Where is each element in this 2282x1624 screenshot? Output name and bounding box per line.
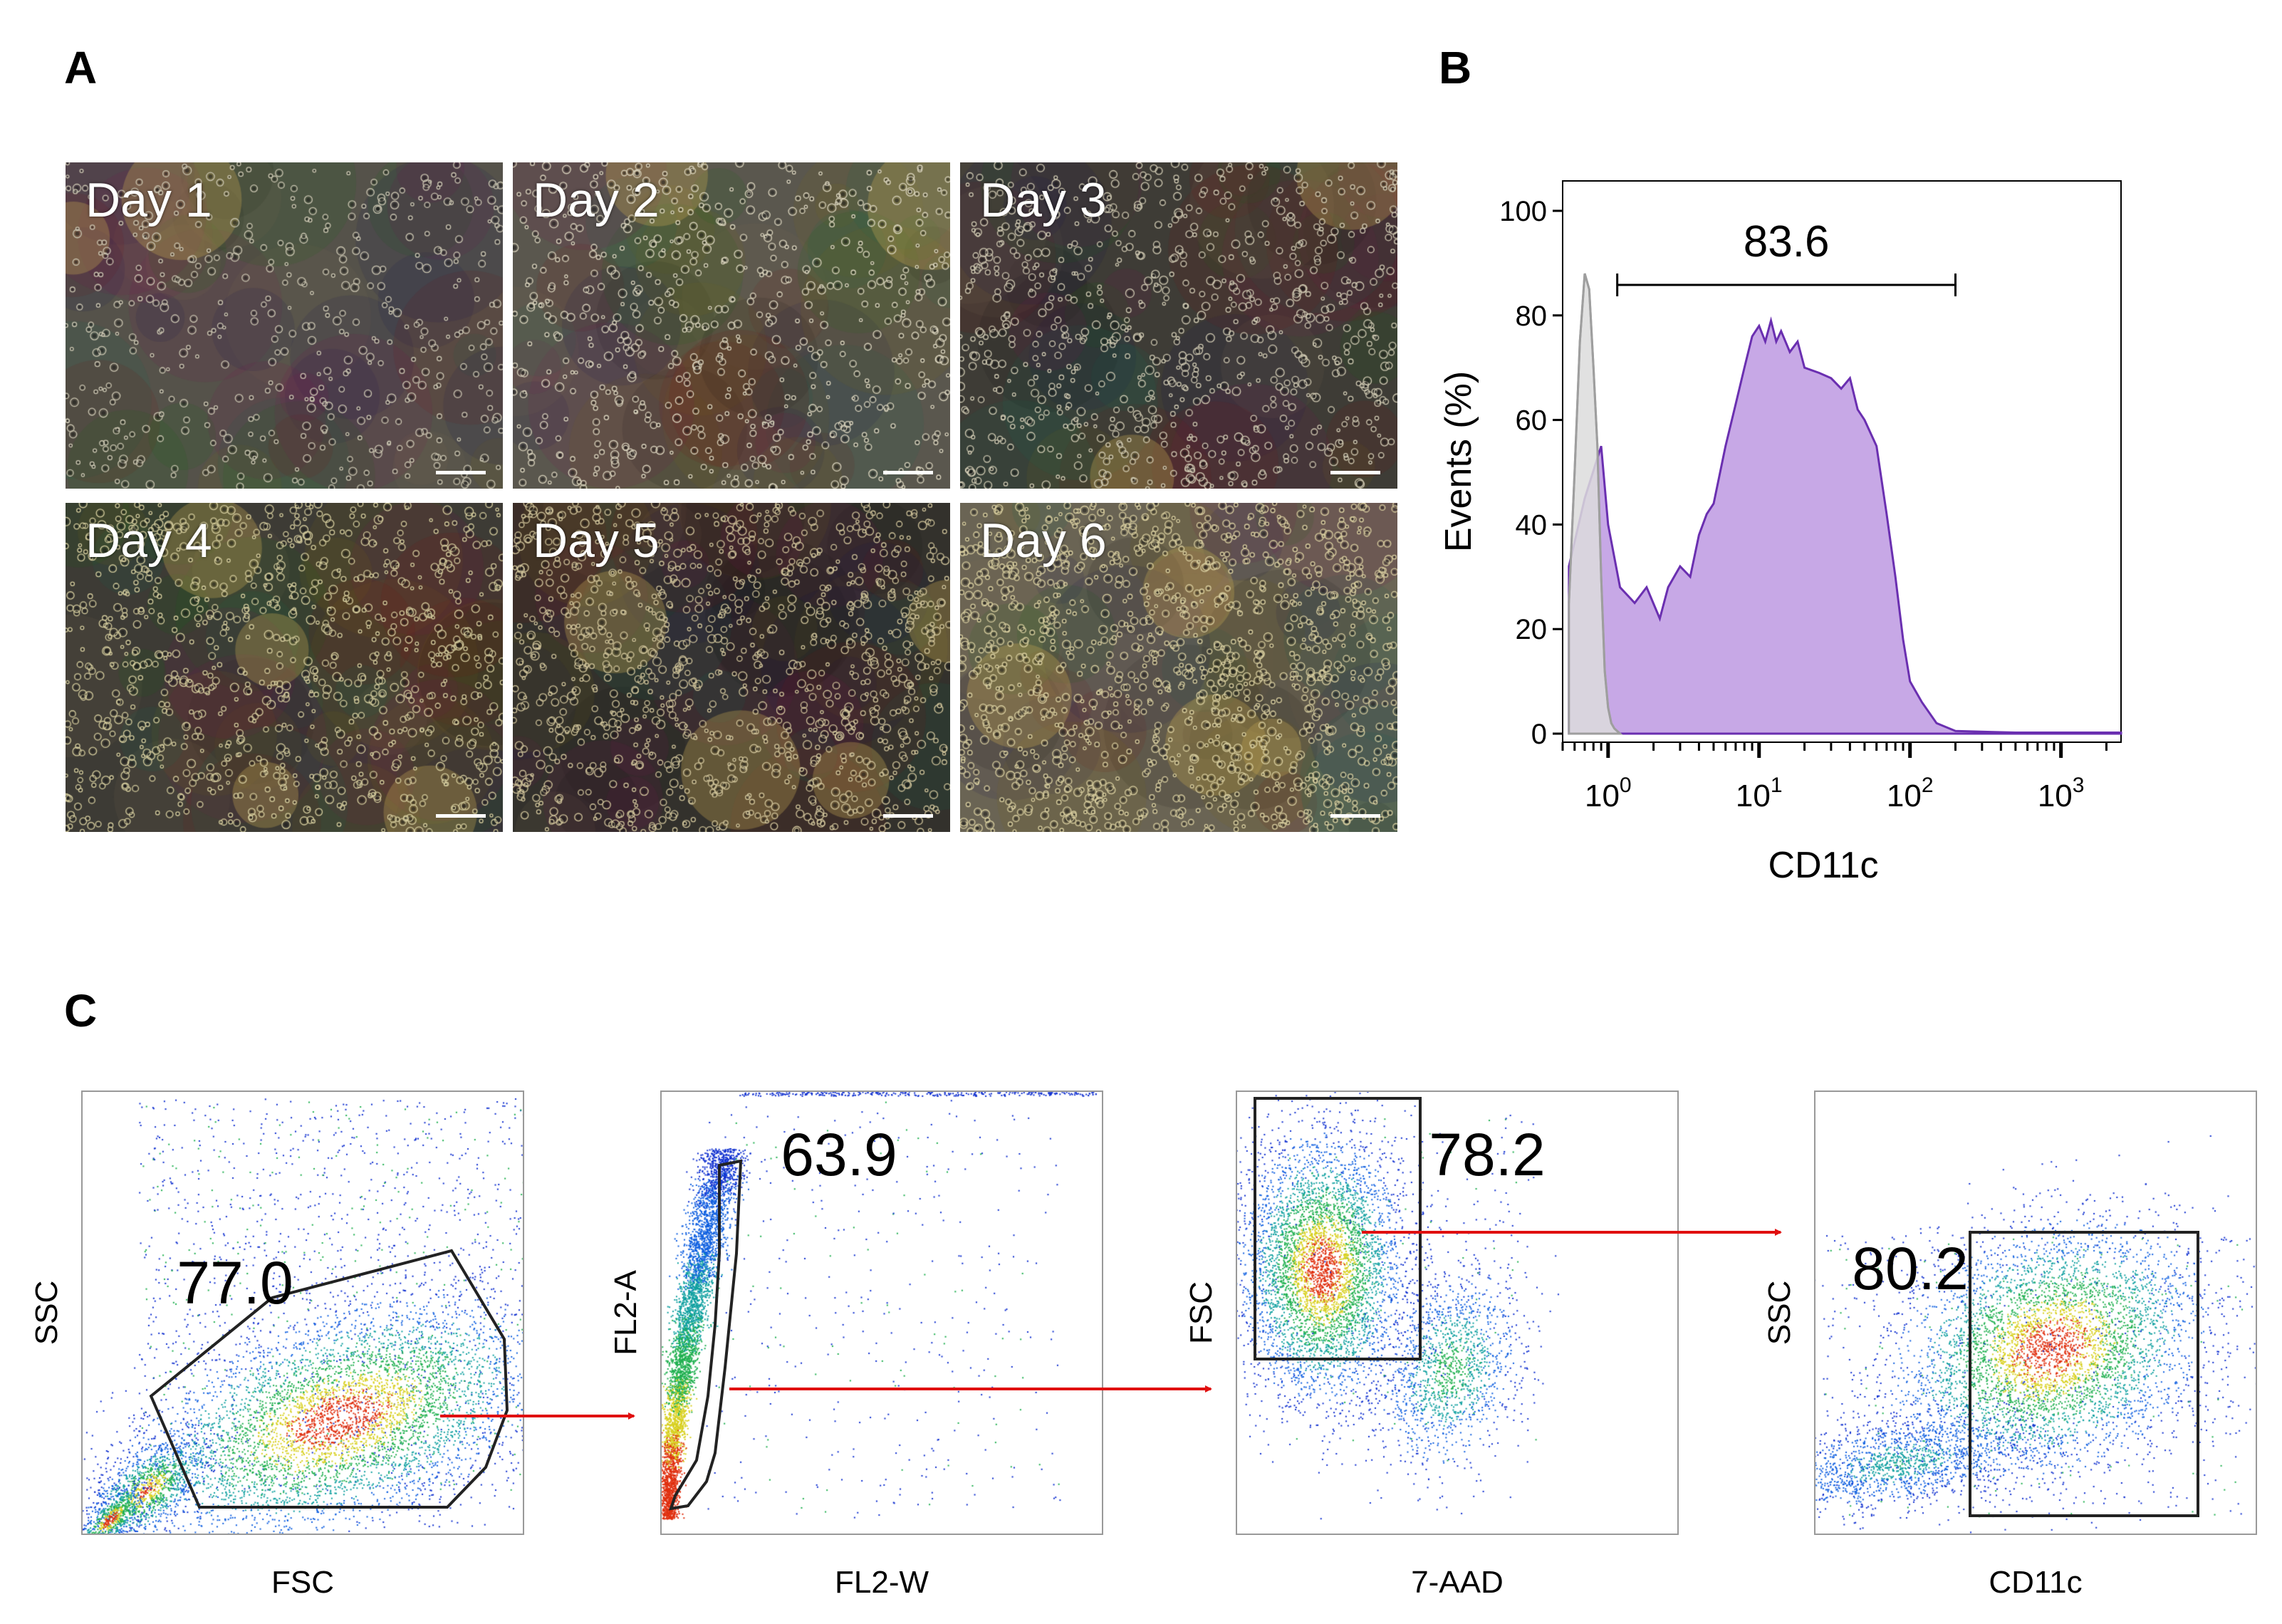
plot-frame-3 <box>1236 1091 1679 1535</box>
y-axis-label-1: SSC <box>29 1281 64 1345</box>
micrograph-day-label: Day 3 <box>980 173 1107 227</box>
series-cd11c-area <box>1568 316 2122 735</box>
micrograph-day-label: Day 5 <box>533 514 660 568</box>
plot-frame-1 <box>81 1091 524 1535</box>
micrograph-day-label: Day 2 <box>533 173 660 227</box>
micrograph-image <box>960 162 1397 489</box>
panel-label-b: B <box>1439 42 1472 93</box>
series-isotype-line <box>1568 273 1621 735</box>
gate-label-4: 80.2 <box>1852 1235 1969 1302</box>
y-axis-label-2: FL2-A <box>608 1269 643 1355</box>
micrograph-day-label: Day 6 <box>980 514 1107 568</box>
dotplot-7aad-points <box>1236 1091 1678 1534</box>
x-tick-label: 101 <box>1736 774 1783 813</box>
micrograph-image <box>66 503 503 832</box>
x-tick-label: 103 <box>2038 774 2085 813</box>
x-tick-label: 100 <box>1585 774 1632 813</box>
y-axis-label-3: FSC <box>1184 1281 1219 1344</box>
x-axis-label: CD11c <box>1768 845 1878 886</box>
micrograph-day-4: Day 4 <box>66 503 503 832</box>
gate-label-3: 78.2 <box>1429 1121 1546 1188</box>
y-axis-label: Events (%) <box>1438 371 1479 552</box>
scale-bar <box>436 471 486 474</box>
gate-singlets <box>669 1159 743 1511</box>
histogram-gate: 83.6 <box>1616 217 1957 296</box>
gate-percentage: 83.6 <box>1744 217 1830 266</box>
scale-bar <box>883 814 933 818</box>
micrograph-day-2: Day 2 <box>513 162 950 489</box>
micrograph-day-6: Day 6 <box>960 503 1397 832</box>
y-tick-label: 100 <box>1499 196 1547 227</box>
micrograph-day-3: Day 3 <box>960 162 1397 489</box>
x-axis-label-1: FSC <box>271 1565 334 1600</box>
y-tick-label: 0 <box>1531 719 1547 750</box>
dotplot-fl2-points <box>661 1091 1103 1534</box>
y-tick-label: 60 <box>1516 405 1548 437</box>
y-axis: 100 80 60 40 20 0 <box>1499 196 1563 750</box>
scale-bar <box>1330 814 1380 818</box>
y-tick-label: 80 <box>1516 301 1548 332</box>
gate-label-1: 77.0 <box>177 1249 293 1316</box>
scale-bar <box>1330 471 1380 474</box>
x-tick-label: 102 <box>1887 774 1934 813</box>
panel-label-c: C <box>64 985 98 1036</box>
micrograph-image <box>66 162 503 489</box>
micrograph-image <box>960 503 1397 832</box>
micrograph-image <box>513 162 950 489</box>
micrograph-image <box>513 503 950 832</box>
micrograph-day-label: Day 1 <box>85 173 212 227</box>
y-tick-label: 40 <box>1516 509 1548 541</box>
panel-label-a: A <box>64 42 98 93</box>
y-tick-label: 20 <box>1516 614 1548 645</box>
histogram-series <box>1568 273 2122 735</box>
scale-bar <box>436 814 486 818</box>
dotplot-fsc-ssc-points <box>82 1091 523 1534</box>
gate-polygon-cells <box>149 1249 509 1509</box>
scale-bar <box>883 471 933 474</box>
x-axis: 100 101 102 103 <box>1561 742 2108 813</box>
y-axis-label-4: SSC <box>1762 1281 1797 1345</box>
gate-label-2: 63.9 <box>781 1121 897 1188</box>
micrograph-day-1: Day 1 <box>66 162 503 489</box>
micrograph-day-label: Day 4 <box>85 514 212 568</box>
x-axis-label-3: 7-AAD <box>1411 1565 1504 1600</box>
x-axis-label-4: CD11c <box>1989 1565 2082 1600</box>
dotplot-cd11c-points <box>1815 1091 2256 1534</box>
micrograph-day-5: Day 5 <box>513 503 950 832</box>
plot-frame-4 <box>1814 1091 2257 1535</box>
gate-cd11c-positive <box>1969 1231 2199 1517</box>
gate-live-cells <box>1254 1097 1422 1360</box>
plot-frame-2 <box>660 1091 1103 1535</box>
x-axis-label-2: FL2-W <box>835 1565 929 1600</box>
